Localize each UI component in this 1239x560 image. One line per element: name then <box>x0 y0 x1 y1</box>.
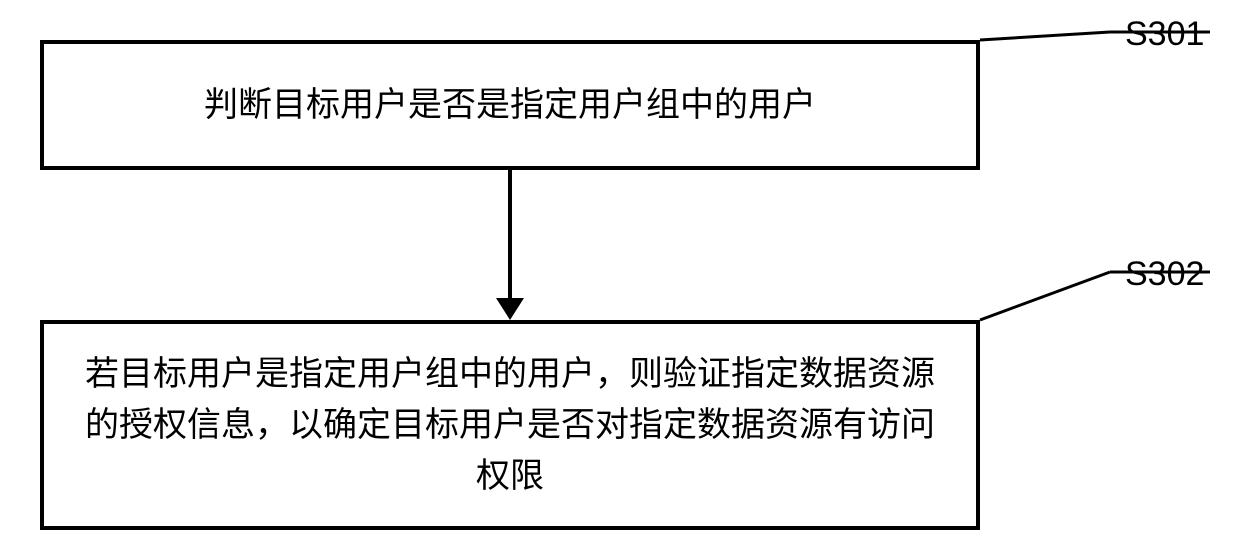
arrow-line <box>508 170 512 298</box>
flowchart-step-1: 判断目标用户是否是指定用户组中的用户 <box>40 40 980 170</box>
arrow-head-icon <box>496 298 524 320</box>
step-label-s301: S301 <box>1125 15 1204 54</box>
flowchart-step-2: 若目标用户是指定用户组中的用户，则验证指定数据资源的授权信息，以确定目标用户是否… <box>40 320 980 530</box>
step-label-s302: S302 <box>1125 255 1204 294</box>
flowchart-step-2-text: 若目标用户是指定用户组中的用户，则验证指定数据资源的授权信息，以确定目标用户是否… <box>74 349 946 502</box>
flowchart-step-1-text: 判断目标用户是否是指定用户组中的用户 <box>204 80 816 131</box>
flowchart-container: 判断目标用户是否是指定用户组中的用户 若目标用户是指定用户组中的用户，则验证指定… <box>0 0 1239 560</box>
